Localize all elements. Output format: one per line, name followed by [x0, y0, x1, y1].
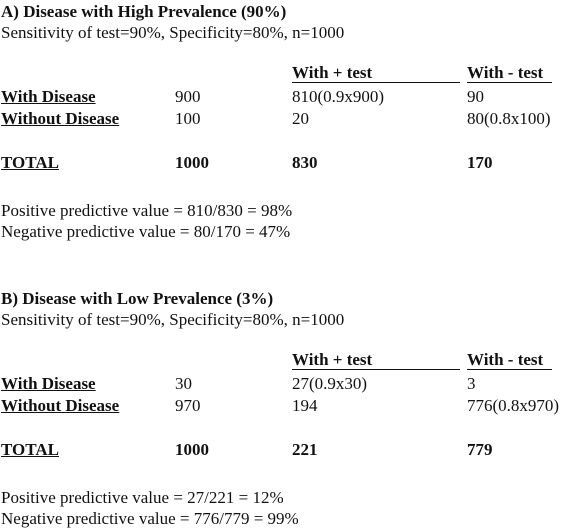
npv-text: Negative predictive value = 776/779 = 99…	[1, 509, 299, 528]
cell: 90	[467, 87, 484, 106]
ppv-text: Positive predictive value = 27/221 = 12%	[1, 488, 284, 507]
column-header: With + test	[292, 351, 460, 370]
total-cell: 830	[292, 153, 318, 172]
row-label: With Disease	[1, 374, 96, 393]
cell: 776(0.8x970)	[467, 396, 560, 415]
row-label: Without Disease	[1, 396, 120, 415]
total-cell: 779	[467, 440, 493, 459]
section-subtitle: Sensitivity of test=90%, Specificity=80%…	[1, 310, 345, 329]
cell: 27(0.9x30)	[292, 374, 368, 393]
column-header: With + test	[292, 64, 460, 83]
column-header: With - test	[467, 351, 552, 370]
total-cell: 1000	[175, 440, 209, 459]
section-subtitle: Sensitivity of test=90%, Specificity=80%…	[1, 23, 345, 42]
total-cell: 1000	[175, 153, 209, 172]
cell: 3	[467, 374, 476, 393]
total-cell: 170	[467, 153, 493, 172]
cell: 970	[175, 396, 201, 415]
row-label: With Disease	[1, 87, 96, 106]
npv-text: Negative predictive value = 80/170 = 47%	[1, 222, 291, 241]
ppv-text: Positive predictive value = 810/830 = 98…	[1, 201, 293, 220]
row-label: Without Disease	[1, 109, 120, 128]
cell: 80(0.8x100)	[467, 109, 551, 128]
cell: 810(0.9x900)	[292, 87, 385, 106]
cell: 20	[292, 109, 309, 128]
section-title: B) Disease with Low Prevalence (3%)	[1, 289, 274, 308]
column-header: With - test	[467, 64, 552, 83]
total-label: TOTAL	[1, 440, 59, 459]
total-cell: 221	[292, 440, 318, 459]
cell: 100	[175, 109, 201, 128]
section-title: A) Disease with High Prevalence (90%)	[1, 2, 287, 21]
cell: 30	[175, 374, 192, 393]
cell: 900	[175, 87, 201, 106]
total-label: TOTAL	[1, 153, 59, 172]
cell: 194	[292, 396, 318, 415]
